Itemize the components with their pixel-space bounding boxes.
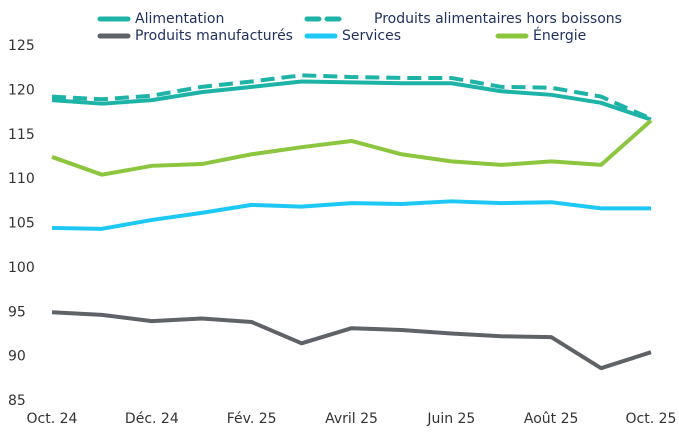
legend-label: Services xyxy=(342,28,401,44)
legend-label: Énergie xyxy=(533,27,586,44)
y-tick-label: 85 xyxy=(8,393,26,409)
line-series xyxy=(51,119,653,177)
y-tick-label: 110 xyxy=(8,171,35,187)
y-tick-label: 90 xyxy=(8,349,26,365)
y-tick-label: 100 xyxy=(8,260,35,276)
legend-label: Produits alimentaires hors boissons xyxy=(374,11,622,27)
x-tick-label: Juin 25 xyxy=(426,411,475,427)
x-tick-label: Août 25 xyxy=(524,411,579,427)
line-series xyxy=(51,310,652,371)
y-tick-label: 105 xyxy=(8,216,35,232)
x-tick-label: Déc. 24 xyxy=(125,411,179,427)
x-tick-label: Fév. 25 xyxy=(227,411,277,427)
x-tick-label: Oct. 24 xyxy=(27,411,78,427)
y-tick-label: 125 xyxy=(8,38,35,54)
line-series xyxy=(51,199,651,231)
line-series xyxy=(51,73,652,121)
y-tick-label: 95 xyxy=(8,304,26,320)
x-tick-label: Oct. 25 xyxy=(626,411,677,427)
y-tick-label: 115 xyxy=(8,127,35,143)
x-tick-label: Avril 25 xyxy=(325,411,378,427)
line-series xyxy=(51,79,652,122)
y-tick-label: 120 xyxy=(8,82,35,98)
legend-label: Alimentation xyxy=(135,11,224,27)
legend-label: Produits manufacturés xyxy=(135,28,293,44)
